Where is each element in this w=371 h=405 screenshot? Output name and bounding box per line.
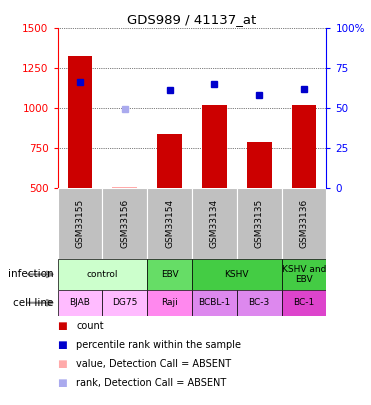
- Bar: [58, 188, 102, 259]
- Text: Raji: Raji: [161, 298, 178, 307]
- Text: BC-3: BC-3: [249, 298, 270, 307]
- Text: control: control: [86, 270, 118, 279]
- Bar: [282, 259, 326, 290]
- Text: ■: ■: [58, 321, 67, 331]
- Bar: [237, 290, 282, 316]
- Bar: [68, 56, 92, 188]
- Text: rank, Detection Call = ABSENT: rank, Detection Call = ABSENT: [76, 378, 226, 388]
- Bar: [112, 187, 137, 188]
- Bar: [147, 188, 192, 259]
- Bar: [147, 259, 192, 290]
- Bar: [102, 290, 147, 316]
- Bar: [102, 188, 147, 259]
- Text: GSM33154: GSM33154: [165, 199, 174, 248]
- Text: GSM33136: GSM33136: [299, 199, 309, 248]
- Bar: [157, 134, 182, 188]
- Text: ■: ■: [58, 378, 67, 388]
- Text: KSHV and
EBV: KSHV and EBV: [282, 265, 326, 284]
- Bar: [58, 290, 102, 316]
- Bar: [202, 105, 227, 188]
- Text: BC-1: BC-1: [293, 298, 315, 307]
- Text: cell line: cell line: [13, 298, 54, 308]
- Text: ■: ■: [58, 340, 67, 350]
- Bar: [192, 259, 282, 290]
- Bar: [192, 188, 237, 259]
- Bar: [237, 188, 282, 259]
- Text: KSHV: KSHV: [224, 270, 249, 279]
- Text: GSM33155: GSM33155: [75, 199, 85, 248]
- Bar: [147, 290, 192, 316]
- Text: GSM33156: GSM33156: [120, 199, 129, 248]
- Text: GSM33135: GSM33135: [255, 199, 264, 248]
- Text: EBV: EBV: [161, 270, 178, 279]
- Title: GDS989 / 41137_at: GDS989 / 41137_at: [127, 13, 257, 26]
- Bar: [292, 105, 316, 188]
- Bar: [282, 188, 326, 259]
- Text: infection: infection: [8, 269, 54, 279]
- Text: DG75: DG75: [112, 298, 137, 307]
- Bar: [58, 259, 147, 290]
- Text: BJAB: BJAB: [69, 298, 91, 307]
- Text: percentile rank within the sample: percentile rank within the sample: [76, 340, 241, 350]
- Text: ■: ■: [58, 359, 67, 369]
- Text: BCBL-1: BCBL-1: [198, 298, 230, 307]
- Text: count: count: [76, 321, 104, 331]
- Bar: [247, 142, 272, 188]
- Text: GSM33134: GSM33134: [210, 199, 219, 248]
- Bar: [192, 290, 237, 316]
- Bar: [282, 290, 326, 316]
- Text: value, Detection Call = ABSENT: value, Detection Call = ABSENT: [76, 359, 231, 369]
